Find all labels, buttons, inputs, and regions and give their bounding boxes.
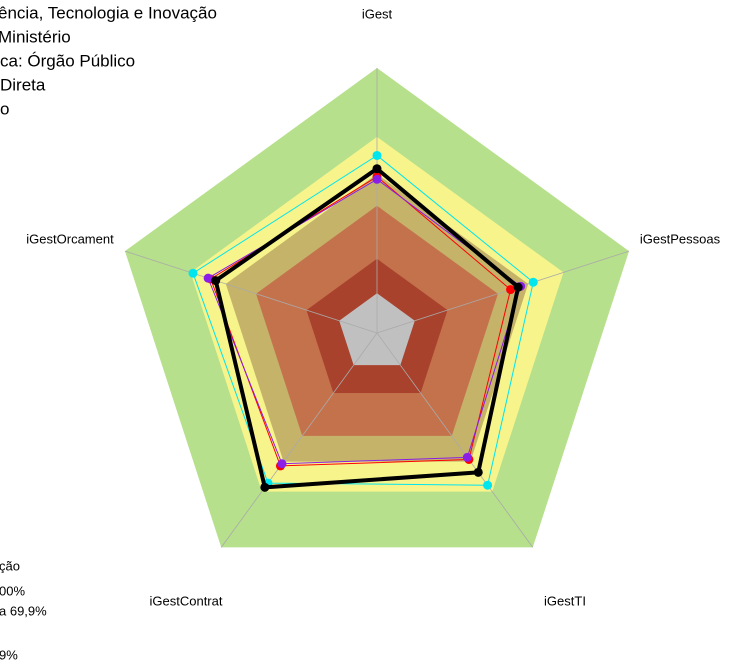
point bbox=[203, 273, 213, 283]
point bbox=[483, 480, 493, 490]
point bbox=[372, 174, 382, 184]
info-line: o bbox=[0, 99, 9, 118]
axis-label: iGestPessoas bbox=[640, 231, 721, 246]
point bbox=[211, 276, 221, 286]
point bbox=[372, 164, 382, 174]
series-line bbox=[210, 176, 512, 467]
axis-label: iGest bbox=[362, 6, 393, 21]
spoke bbox=[376, 250, 630, 334]
legend-line: a 69,9% bbox=[0, 603, 47, 618]
axis-label: iGestTI bbox=[544, 593, 586, 608]
point bbox=[372, 150, 382, 160]
point bbox=[513, 282, 523, 292]
legend-line: ção bbox=[0, 558, 20, 573]
spoke bbox=[124, 250, 378, 334]
axis-label: iGestOrcament bbox=[26, 231, 114, 246]
point bbox=[473, 467, 483, 477]
info-line: ca: Órgão Público bbox=[0, 51, 135, 70]
axis-label: iGestContrat bbox=[150, 593, 223, 608]
point bbox=[528, 277, 538, 287]
spoke bbox=[376, 332, 534, 548]
legend-line: 9% bbox=[0, 647, 18, 662]
series-line bbox=[213, 166, 521, 490]
info-line: Direta bbox=[0, 75, 46, 94]
info-line: ência, Tecnologia e Inovação bbox=[0, 3, 217, 22]
legend-line: 00% bbox=[0, 583, 25, 598]
point bbox=[188, 268, 198, 278]
point bbox=[462, 452, 472, 462]
point bbox=[277, 459, 287, 469]
spoke bbox=[220, 332, 378, 548]
point bbox=[260, 482, 270, 492]
info-line: Ministério bbox=[0, 27, 71, 46]
point bbox=[506, 285, 516, 295]
series-line bbox=[192, 154, 534, 486]
